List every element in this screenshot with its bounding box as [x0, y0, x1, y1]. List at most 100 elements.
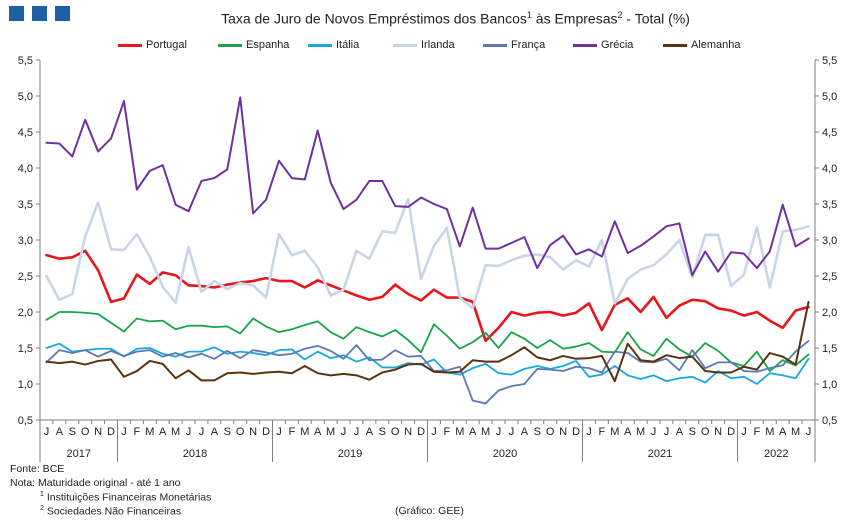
y-tick-label-left: 4,5: [18, 127, 33, 139]
year-label: 2017: [67, 448, 91, 460]
footnote-1: 1 Instituições Financeiras Monetárias: [40, 491, 212, 504]
y-tick-label-right: 5,5: [822, 55, 837, 67]
legend-swatch: [218, 43, 242, 47]
month-label: F: [289, 426, 296, 438]
legend-item: Irlanda: [393, 39, 455, 51]
y-tick-label-right: 3,5: [822, 199, 837, 211]
y-tick-label-right: 0,5: [822, 415, 837, 427]
maturity-note: Nota: Maturidade original - até 1 ano: [10, 477, 181, 489]
y-tick-label-right: 4,5: [822, 127, 837, 139]
legend-swatch: [308, 43, 332, 47]
month-label: S: [224, 426, 231, 438]
month-label: A: [521, 426, 529, 438]
month-label: J: [509, 426, 515, 438]
month-label: N: [94, 426, 102, 438]
logo-square-1: [9, 6, 24, 21]
y-tick-label-left: 2,0: [18, 307, 33, 319]
month-label: J: [431, 426, 437, 438]
month-label: F: [754, 426, 761, 438]
chart-legend: Portugal Espanha Itália Irlanda França Grécia…: [118, 39, 798, 55]
month-label: M: [481, 426, 490, 438]
graphic-credit: (Gráfico: GEE): [395, 505, 464, 517]
month-label: A: [211, 426, 219, 438]
month-label: F: [599, 426, 606, 438]
month-label: J: [586, 426, 592, 438]
month-label: D: [727, 426, 735, 438]
month-label: J: [664, 426, 670, 438]
legend-swatch: [663, 43, 687, 47]
chart-title: Taxa de Juro de Novos Empréstimos dos Ba…: [221, 10, 690, 27]
month-label: F: [134, 426, 141, 438]
month-label: J: [186, 426, 192, 438]
source-note: Fonte: BCE: [10, 463, 65, 475]
y-tick-label-right: 1,5: [822, 343, 837, 355]
month-label: N: [714, 426, 722, 438]
logo-square-2: [32, 6, 47, 21]
legend-label: Itália: [336, 39, 360, 51]
month-label: O: [236, 426, 245, 438]
year-label: 2021: [648, 448, 672, 460]
month-label: O: [391, 426, 400, 438]
y-tick-label-left: 2,5: [18, 271, 33, 283]
month-label: A: [624, 426, 632, 438]
y-tick-label-left: 1,0: [18, 379, 33, 391]
series-line-italia: [45, 342, 810, 385]
legend-item: Grécia: [573, 39, 633, 51]
month-label: N: [559, 426, 567, 438]
month-label: M: [455, 426, 464, 438]
y-tick-label-left: 3,0: [18, 235, 33, 247]
y-tick-label-left: 1,5: [18, 343, 33, 355]
month-label: D: [107, 426, 115, 438]
series-line-irlanda: [45, 197, 810, 310]
month-label: S: [534, 426, 541, 438]
year-label: 2019: [338, 448, 362, 460]
month-label: J: [199, 426, 205, 438]
legend-item: Espanha: [218, 39, 289, 51]
month-label: S: [379, 426, 386, 438]
month-label: N: [249, 426, 257, 438]
y-tick-label-left: 3,5: [18, 199, 33, 211]
month-label: S: [69, 426, 76, 438]
month-label: O: [81, 426, 90, 438]
month-label: M: [145, 426, 154, 438]
series-line-espanha: [45, 311, 810, 372]
legend-label: Irlanda: [421, 39, 455, 51]
year-label: 2018: [183, 448, 207, 460]
month-label: S: [689, 426, 696, 438]
y-tick-label-right: 4,0: [822, 163, 837, 175]
series-line-alemanha: [45, 300, 810, 383]
month-label: J: [651, 426, 657, 438]
month-label: N: [404, 426, 412, 438]
month-label: M: [791, 426, 800, 438]
legend-label: Espanha: [246, 39, 290, 51]
logo-square-3: [55, 6, 70, 21]
legend-swatch: [393, 43, 417, 47]
month-label: M: [300, 426, 309, 438]
legend-swatch: [118, 43, 142, 47]
series-line-franca: [45, 339, 810, 405]
month-label: A: [676, 426, 684, 438]
month-label: M: [610, 426, 619, 438]
month-label: M: [171, 426, 180, 438]
month-label: J: [806, 426, 812, 438]
legend-item: Itália: [308, 39, 359, 51]
legend-label: Alemanha: [691, 39, 741, 51]
y-tick-label-right: 3,0: [822, 235, 837, 247]
month-label: D: [262, 426, 270, 438]
month-label: J: [496, 426, 502, 438]
series-line-grecia: [45, 96, 810, 277]
legend-label: Grécia: [601, 39, 634, 51]
y-tick-label-right: 1,0: [822, 379, 837, 391]
legend-swatch: [483, 43, 507, 47]
year-label: 2020: [493, 448, 517, 460]
legend-label: França: [511, 39, 546, 51]
y-tick-label-left: 5,5: [18, 55, 33, 67]
legend-item: França: [483, 39, 545, 51]
month-label: J: [341, 426, 347, 438]
month-label: J: [276, 426, 282, 438]
y-tick-label-left: 5,0: [18, 91, 33, 103]
series-line-portugal: [45, 249, 810, 343]
month-label: A: [469, 426, 477, 438]
legend-item: Portugal: [118, 39, 187, 51]
month-label: F: [444, 426, 451, 438]
